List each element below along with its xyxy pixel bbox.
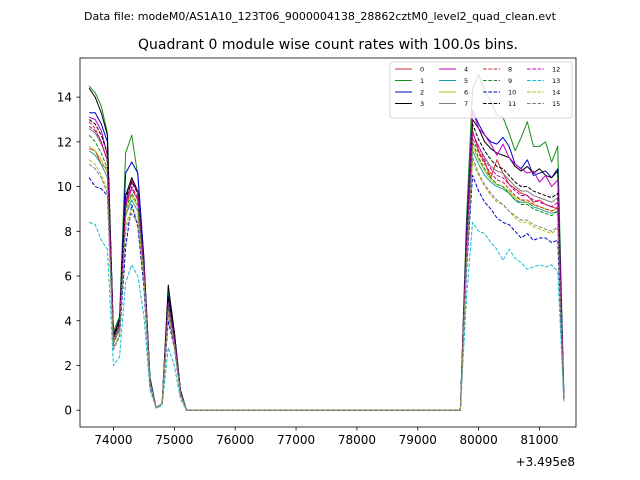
- series-line-5: [88, 150, 565, 411]
- legend-item-11: 11: [483, 100, 516, 108]
- x-tick-label: 81000: [520, 433, 558, 447]
- legend-item-14: 14: [527, 89, 560, 97]
- x-tick-label: 78000: [338, 433, 376, 447]
- legend-item-0: 0: [395, 66, 424, 74]
- series-line-0: [88, 130, 565, 411]
- x-tick-label: 77000: [277, 433, 315, 447]
- series-layer: [88, 74, 565, 411]
- x-tick-label: 76000: [216, 433, 254, 447]
- chart-title: Quadrant 0 module wise count rates with …: [138, 37, 518, 53]
- data-file-label: Data file: modeM0/AS1A10_123T06_90000041…: [84, 10, 557, 23]
- legend-item-2: 2: [395, 89, 424, 97]
- legend-item-12: 12: [527, 66, 560, 74]
- legend-label: 10: [508, 89, 516, 97]
- series-line-10: [88, 174, 565, 411]
- series-line-11: [88, 119, 565, 411]
- series-line-14: [88, 159, 565, 411]
- series-line-3: [88, 87, 565, 411]
- y-tick-label: 14: [57, 91, 72, 105]
- series-line-8: [88, 121, 565, 411]
- series-line-9: [88, 134, 565, 411]
- x-tick-label: 75000: [155, 433, 193, 447]
- x-tick-label: 74000: [94, 433, 132, 447]
- legend-label: 14: [552, 89, 560, 97]
- legend-item-5: 5: [439, 77, 468, 85]
- legend-box: [389, 61, 573, 119]
- legend-item-4: 4: [439, 66, 468, 74]
- y-tick-label: 8: [64, 225, 72, 239]
- series-line-2: [89, 110, 565, 411]
- legend-label: 12: [552, 66, 560, 74]
- legend-item-15: 15: [527, 100, 560, 108]
- legend-label: 9: [508, 77, 512, 85]
- y-tick-label: 4: [64, 314, 72, 328]
- series-line-13: [88, 221, 565, 411]
- legend-label: 0: [420, 66, 424, 74]
- x-offset-label: +3.495e8: [516, 455, 575, 469]
- series-line-12: [88, 125, 565, 411]
- x-tick-label: 79000: [399, 433, 437, 447]
- y-tick-label: 0: [64, 404, 72, 418]
- plot-area: [88, 74, 565, 411]
- legend-label: 8: [508, 66, 512, 74]
- legend-label: 7: [464, 100, 468, 108]
- y-tick-label: 12: [57, 135, 72, 149]
- series-line-7: [88, 128, 565, 411]
- y-tick-label: 2: [64, 359, 72, 373]
- legend-item-8: 8: [483, 66, 512, 74]
- legend-label: 4: [464, 66, 468, 74]
- legend-label: 5: [464, 77, 468, 85]
- legend-item-10: 10: [483, 89, 516, 97]
- legend-item-7: 7: [439, 100, 468, 108]
- y-tick-label: 10: [57, 180, 72, 194]
- axes-layer: 74000 75000 76000 77000 78000 79000 80000 81000…: [57, 57, 577, 447]
- series-line-4: [88, 110, 565, 411]
- legend-label: 6: [464, 89, 468, 97]
- x-tick-label: 80000: [460, 433, 498, 447]
- series-line-15: [88, 157, 565, 411]
- series-line-1: [88, 74, 565, 411]
- legend-item-9: 9: [483, 77, 512, 85]
- legend-label: 13: [552, 77, 560, 85]
- legend-label: 2: [420, 89, 424, 97]
- legend-label: 15: [552, 100, 560, 108]
- legend-item-3: 3: [395, 100, 424, 108]
- axes-frame: [79, 57, 577, 428]
- legend-label: 11: [508, 100, 516, 108]
- legend-item-6: 6: [439, 89, 468, 97]
- series-line-6: [88, 145, 565, 411]
- legend-label: 3: [420, 100, 424, 108]
- y-tick-label: 6: [64, 270, 72, 284]
- legend-item-1: 1: [395, 77, 424, 85]
- legend-item-13: 13: [527, 77, 560, 85]
- legend-label: 1: [420, 77, 424, 85]
